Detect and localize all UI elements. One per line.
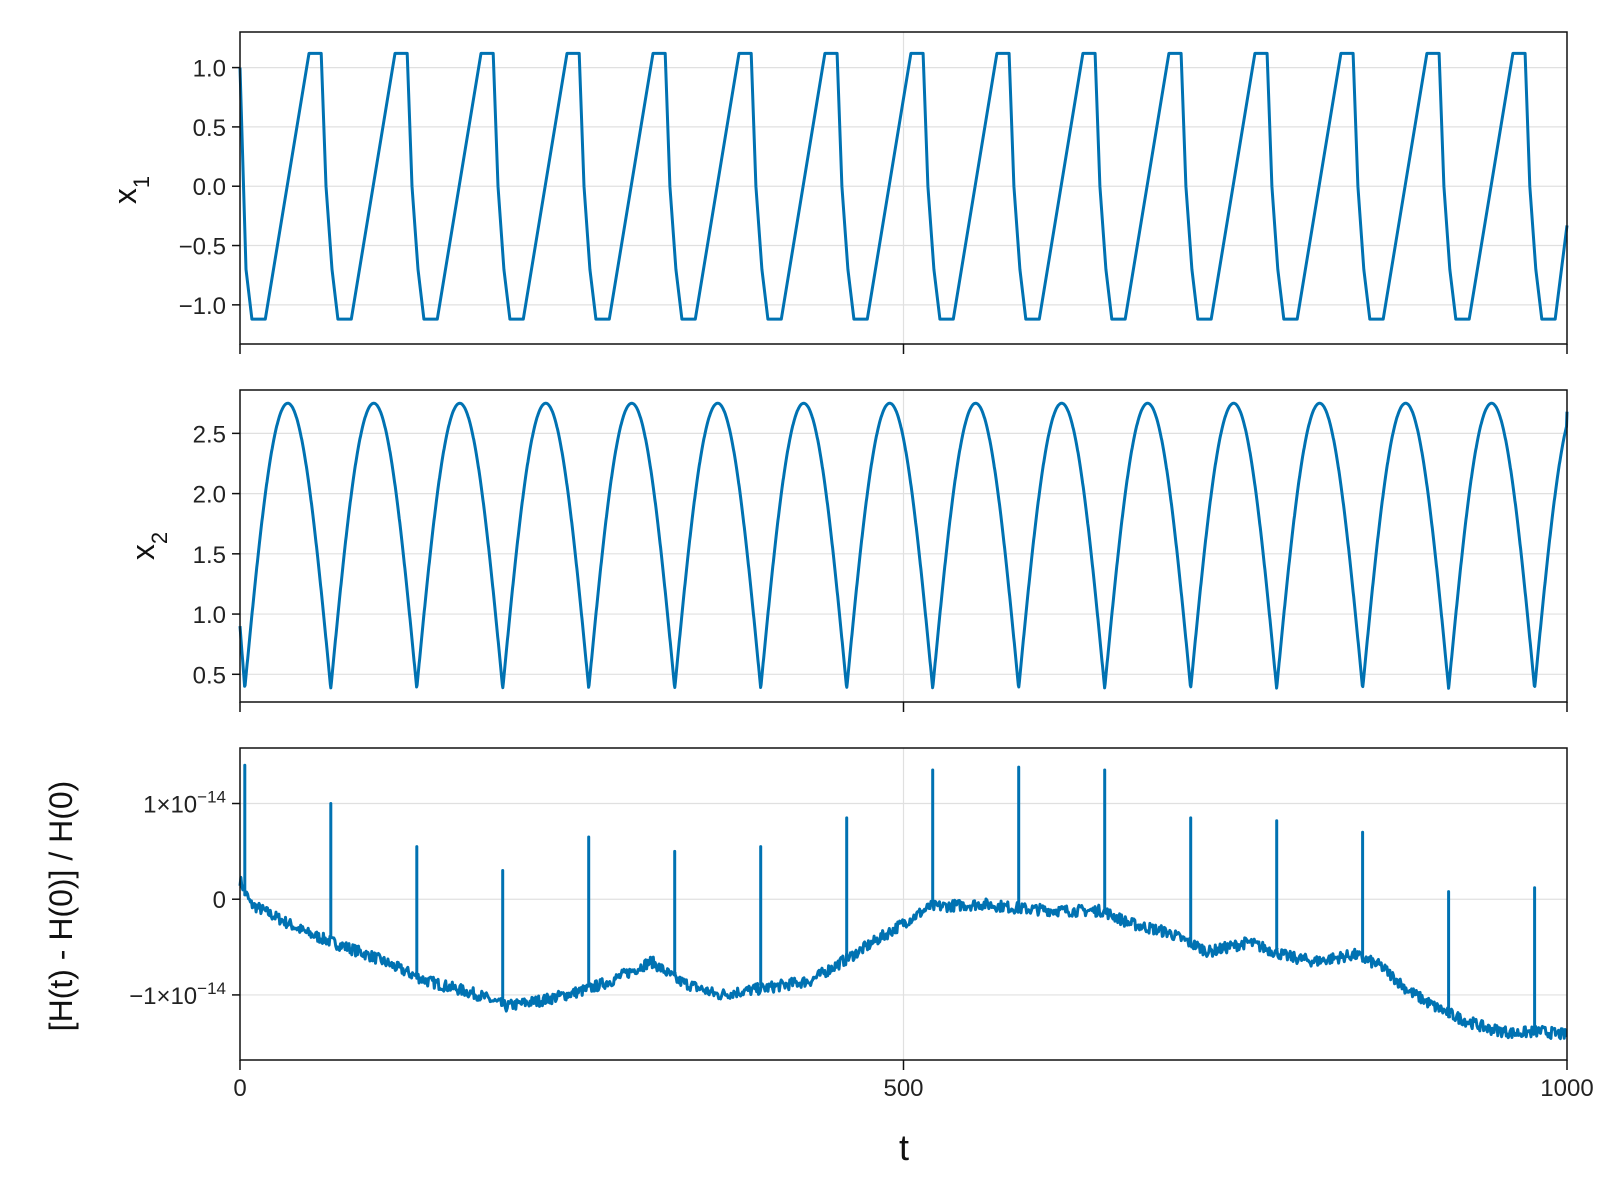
y-tick-label: 2.0	[193, 482, 226, 509]
y-tick-label: −0.5	[179, 234, 226, 261]
panel-x1-gridlines	[240, 32, 1567, 344]
panel-energy-gridlines	[240, 748, 1567, 1060]
x-tick-label: 500	[883, 1075, 923, 1102]
y-tick-label: 0.5	[193, 115, 226, 142]
panel-x2: 2.5 2.0 1.5 1.0 0.5 x2	[125, 389, 1569, 712]
y-axis-title-x1: x1	[107, 176, 154, 204]
x-axis-title: t	[899, 1127, 909, 1168]
y-tick-label: 1×10−14	[143, 788, 226, 819]
x1-series-line	[238, 51, 1569, 321]
y-axis-title-energy-error: [H(t) - H(0)] / H(0)	[43, 781, 79, 1032]
energy-error-series-line	[238, 763, 1568, 1041]
panel-energy-y-ticks: 1×10−14 0 −1×10−14	[129, 788, 240, 1010]
x-tick-label: 0	[233, 1075, 246, 1102]
y-axis-title-x2: x2	[125, 532, 172, 560]
y-tick-label: 2.5	[193, 421, 226, 448]
panel-energy-error: 1×10−14 0 −1×10−14 [H(t) - H(0)] / H(0)	[43, 747, 1568, 1070]
x-tick-labels: 0 500 1000	[233, 1075, 1593, 1102]
y-tick-label: 1.0	[193, 56, 226, 83]
x-tick-label: 1000	[1540, 1075, 1593, 1102]
panel-energy-x-ticks	[239, 1060, 1568, 1070]
panel-x2-y-ticks: 2.5 2.0 1.5 1.0 0.5	[193, 421, 240, 689]
y-tick-label: 0.5	[193, 662, 226, 689]
y-tick-label: −1×10−14	[129, 979, 226, 1010]
y-tick-label: −1.0	[179, 293, 226, 320]
x2-series-line	[238, 401, 1569, 690]
y-tick-label: 1.0	[193, 602, 226, 629]
y-tick-label: 1.5	[193, 542, 226, 569]
panel-x1-x-ticks	[239, 344, 1568, 354]
panel-x1: 1.0 0.5 0.0 −0.5 −1.0 x1	[107, 31, 1569, 354]
panel-x1-y-ticks: 1.0 0.5 0.0 −0.5 −1.0	[179, 56, 240, 320]
y-tick-label: 0	[213, 887, 226, 914]
y-tick-label: 0.0	[193, 174, 226, 201]
panel-x2-x-ticks	[239, 702, 1568, 712]
